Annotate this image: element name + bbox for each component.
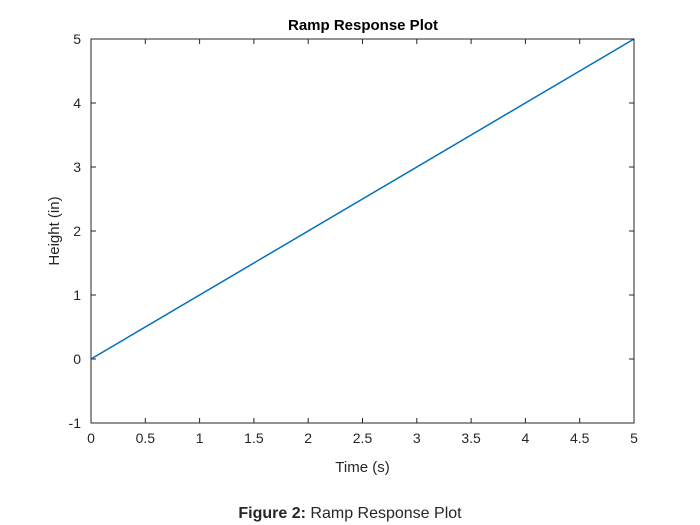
y-tick-label: 1 [73,287,81,303]
figure-caption: Figure 2: Ramp Response Plot [0,505,700,523]
y-tick-label: 0 [73,351,81,367]
x-tick-label: 1.5 [244,430,264,446]
y-tick-label: 4 [73,95,81,111]
x-tick-label: 4 [522,430,530,446]
x-tick-label: 3.5 [461,430,481,446]
chart-title: Ramp Response Plot [288,17,438,34]
axis-tick-labels: 0 0.5 1 1.5 2 2.5 3 3.5 4 4.5 5 -1 0 1 2 3 4 5 [69,31,639,446]
x-tick-label: 0 [87,430,95,446]
axes-box [90,38,635,424]
plot-area [91,39,634,423]
series-layer [90,38,635,360]
x-tick-label: 2 [304,430,312,446]
x-tick-label: 0.5 [136,430,156,446]
x-tick-label: 5 [630,430,638,446]
x-tick-label: 2.5 [353,430,373,446]
y-tick-label: 3 [73,159,81,175]
figure-caption-text: Ramp Response Plot [310,505,462,522]
y-tick-label: -1 [69,415,82,431]
x-tick-label: 1 [196,430,204,446]
x-tick-label: 3 [413,430,421,446]
y-tick-label: 5 [73,31,81,47]
series-line-0 [90,38,635,360]
y-axis-label: Height (in) [46,196,63,265]
x-axis-label: Time (s) [335,459,389,476]
y-tick-label: 2 [73,223,81,239]
x-tick-label: 4.5 [570,430,590,446]
figure-caption-label: Figure 2: [238,505,306,522]
